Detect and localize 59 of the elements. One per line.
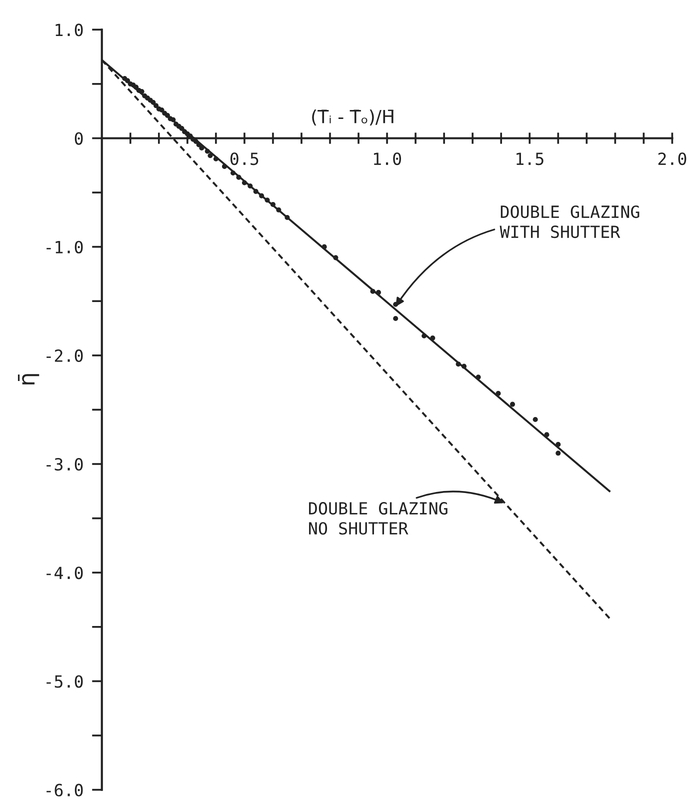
point (333, 255, 338, 260)
point (270, 202, 276, 208)
x-tick-label: 1.5 (516, 152, 544, 166)
point (242, 180, 247, 186)
point (456, 362, 461, 367)
point (259, 193, 264, 198)
y-tick-label: -5.0 (46, 675, 83, 688)
point (556, 442, 561, 447)
point (150, 100, 156, 105)
y-tick-label: -6.0 (46, 784, 83, 796)
point (159, 107, 164, 113)
point (476, 374, 481, 380)
x-tick-label: 0.5 (230, 152, 258, 166)
point (556, 450, 561, 456)
point (199, 145, 204, 151)
point (230, 170, 236, 176)
point (510, 402, 516, 407)
x-tick-label: 2.0 (658, 152, 686, 166)
point (213, 156, 218, 162)
y-tick-label: 0 (74, 132, 83, 145)
point (248, 183, 253, 189)
point (430, 336, 436, 341)
y-axis-title: η̄ (18, 374, 40, 384)
point (222, 164, 228, 169)
point (370, 288, 376, 294)
point (208, 153, 213, 158)
y-tick-label: -3.0 (46, 458, 83, 471)
point (173, 122, 179, 127)
x-tick-label: 1.0 (374, 152, 402, 166)
point (532, 416, 538, 422)
point (496, 390, 501, 396)
point (264, 198, 270, 203)
annotation: DOUBLE GLAZING WITH SHUTTER (500, 205, 640, 238)
point (144, 96, 150, 101)
y-tick-label: -4.0 (46, 566, 83, 580)
point (139, 89, 144, 94)
y-tick-label: -2.0 (46, 349, 83, 362)
point (544, 432, 550, 438)
point (376, 290, 382, 295)
point (179, 126, 184, 131)
y-tick-label: 1.0 (56, 24, 83, 36)
point (193, 138, 199, 144)
point (170, 117, 176, 122)
point (134, 84, 139, 90)
point (462, 364, 467, 369)
point (125, 78, 130, 84)
annotation: DOUBLE GLAZING NO SHUTTER (309, 502, 448, 535)
point (276, 207, 282, 212)
point (322, 244, 327, 250)
point (164, 112, 170, 118)
point (393, 316, 398, 322)
y-tick-label: -1.0 (46, 240, 83, 254)
point (236, 174, 242, 180)
point (204, 148, 210, 154)
x-axis-title: (T̄ᵢ - T̄ₒ)/H̄ (312, 109, 394, 126)
point (253, 188, 258, 194)
point (422, 333, 427, 338)
point (284, 214, 290, 220)
point (154, 103, 159, 108)
